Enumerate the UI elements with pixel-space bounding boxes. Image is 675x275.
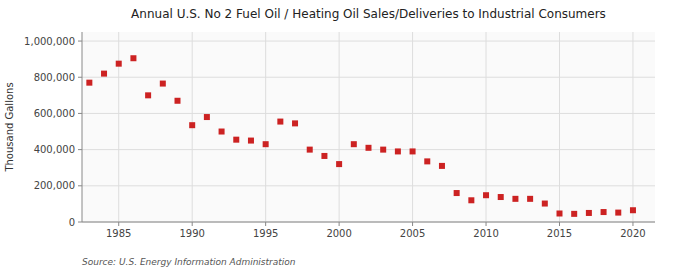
y-tick-label: 800,000 (34, 72, 75, 83)
x-tick-label: 2000 (326, 228, 351, 239)
y-grid-line (82, 113, 655, 114)
x-grid-line (265, 32, 266, 222)
x-tick-label: 1995 (253, 228, 278, 239)
x-grid-line (339, 32, 340, 222)
y-grid-line (82, 41, 655, 42)
title: Annual U.S. No 2 Fuel Oil / Heating Oil … (131, 7, 606, 21)
x-grid-line (412, 32, 413, 222)
point (292, 120, 298, 126)
point (263, 141, 269, 147)
x-tick (118, 222, 119, 226)
point (512, 196, 518, 202)
x-tick-label: 2020 (620, 228, 645, 239)
x-axis-line (82, 222, 655, 223)
point (233, 137, 239, 143)
point (204, 114, 210, 120)
point (307, 147, 313, 153)
point (248, 138, 254, 144)
point (189, 122, 195, 128)
point (439, 163, 445, 169)
y-tick-label: 1,000,000 (24, 36, 75, 47)
point (145, 92, 151, 98)
y-tick (78, 113, 82, 114)
x-grid-line (632, 32, 633, 222)
x-axis: 1985 1990 1995 2000 2005 2010 2015 2020 (106, 32, 646, 239)
point (498, 194, 504, 200)
point (116, 61, 122, 67)
y-tick (78, 41, 82, 42)
point (571, 211, 577, 217)
point (586, 210, 592, 216)
x-tick (486, 222, 487, 226)
point (321, 153, 327, 159)
point (366, 145, 372, 151)
x-grid-line (118, 32, 119, 222)
point (615, 210, 621, 216)
y-grid-line (82, 222, 655, 223)
x-tick-label: 2015 (547, 228, 572, 239)
x-tick-label: 1985 (106, 228, 131, 239)
y-axis-line (82, 32, 83, 222)
x-tick (339, 222, 340, 226)
y-axis-label: Thousand Gallons (4, 82, 15, 172)
point (601, 209, 607, 215)
y-tick (78, 185, 82, 186)
x-tick-label: 2010 (473, 228, 498, 239)
x-tick (265, 222, 266, 226)
point (454, 190, 460, 196)
point (175, 98, 181, 104)
source-note: Source: U.S. Energy Information Administ… (82, 257, 296, 267)
point (380, 147, 386, 153)
point (410, 148, 416, 154)
y-tick (78, 77, 82, 78)
point (101, 71, 107, 77)
y-tick (78, 222, 82, 223)
point (160, 81, 166, 87)
point (395, 148, 401, 154)
y-grid-line (82, 185, 655, 186)
point (130, 55, 136, 61)
point (424, 158, 430, 164)
chart-svg: Annual U.S. No 2 Fuel Oil / Heating Oil … (0, 0, 675, 275)
x-tick (412, 222, 413, 226)
point (86, 80, 92, 86)
point (630, 207, 636, 213)
point (277, 119, 283, 125)
x-tick-label: 2005 (400, 228, 425, 239)
chart-container: Annual U.S. No 2 Fuel Oil / Heating Oil … (0, 0, 675, 275)
point (527, 196, 533, 202)
y-tick-label: 600,000 (34, 108, 75, 119)
y-tick-label: 400,000 (34, 144, 75, 155)
x-tick (632, 222, 633, 226)
y-grid-line (82, 77, 655, 78)
y-tick-label: 0 (69, 217, 75, 228)
y-tick (78, 149, 82, 150)
point (557, 210, 563, 216)
x-tick (192, 222, 193, 226)
point (542, 201, 548, 207)
point (483, 192, 489, 198)
points (86, 55, 636, 217)
point (351, 141, 357, 147)
x-grid-line (559, 32, 560, 222)
plot-background (82, 32, 655, 222)
point (336, 161, 342, 167)
point (219, 129, 225, 135)
point (468, 197, 474, 203)
x-tick (559, 222, 560, 226)
x-tick-label: 1990 (179, 228, 204, 239)
y-tick-label: 200,000 (34, 180, 75, 191)
